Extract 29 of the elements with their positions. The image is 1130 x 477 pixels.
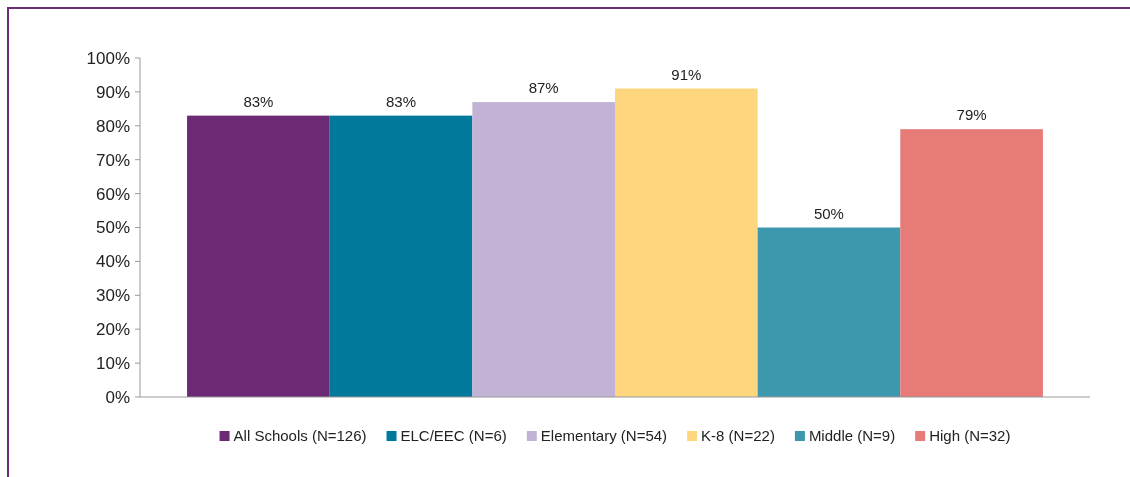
y-tick-label: 90% — [95, 82, 130, 102]
text: 83% — [243, 92, 274, 110]
y-tick-label: 100% — [86, 48, 130, 68]
text: 50% — [813, 204, 844, 222]
y-tick-label: 50% — [95, 218, 130, 238]
y-tick-label: 70% — [95, 150, 130, 170]
text: 87% — [528, 79, 559, 97]
bar — [472, 102, 615, 397]
bar — [615, 88, 758, 397]
bar — [329, 115, 473, 397]
legend-label: Elementary (N=54) — [540, 427, 668, 445]
y-tick-label: 60% — [95, 184, 130, 204]
legend-label: Middle (N=9) — [808, 427, 896, 445]
y-tick-label: 40% — [95, 252, 130, 272]
text: 79% — [956, 106, 987, 124]
y-tick-label: 0% — [105, 387, 130, 407]
legend-label: High (N=32) — [929, 427, 1011, 445]
bar — [187, 115, 330, 397]
legend-label: All Schools (N=126) — [233, 427, 367, 445]
text: 83% — [386, 92, 417, 110]
legend-label: K-8 (N=22) — [701, 427, 775, 445]
bar — [900, 129, 1043, 397]
text: 91% — [671, 65, 702, 83]
y-tick-label: 10% — [95, 354, 130, 374]
y-tick-label: 20% — [95, 320, 130, 340]
bar — [757, 227, 901, 397]
y-tick-label: 30% — [95, 286, 130, 306]
legend-label: ELC/EEC (N=6) — [400, 427, 507, 445]
y-tick-label: 80% — [95, 116, 130, 136]
